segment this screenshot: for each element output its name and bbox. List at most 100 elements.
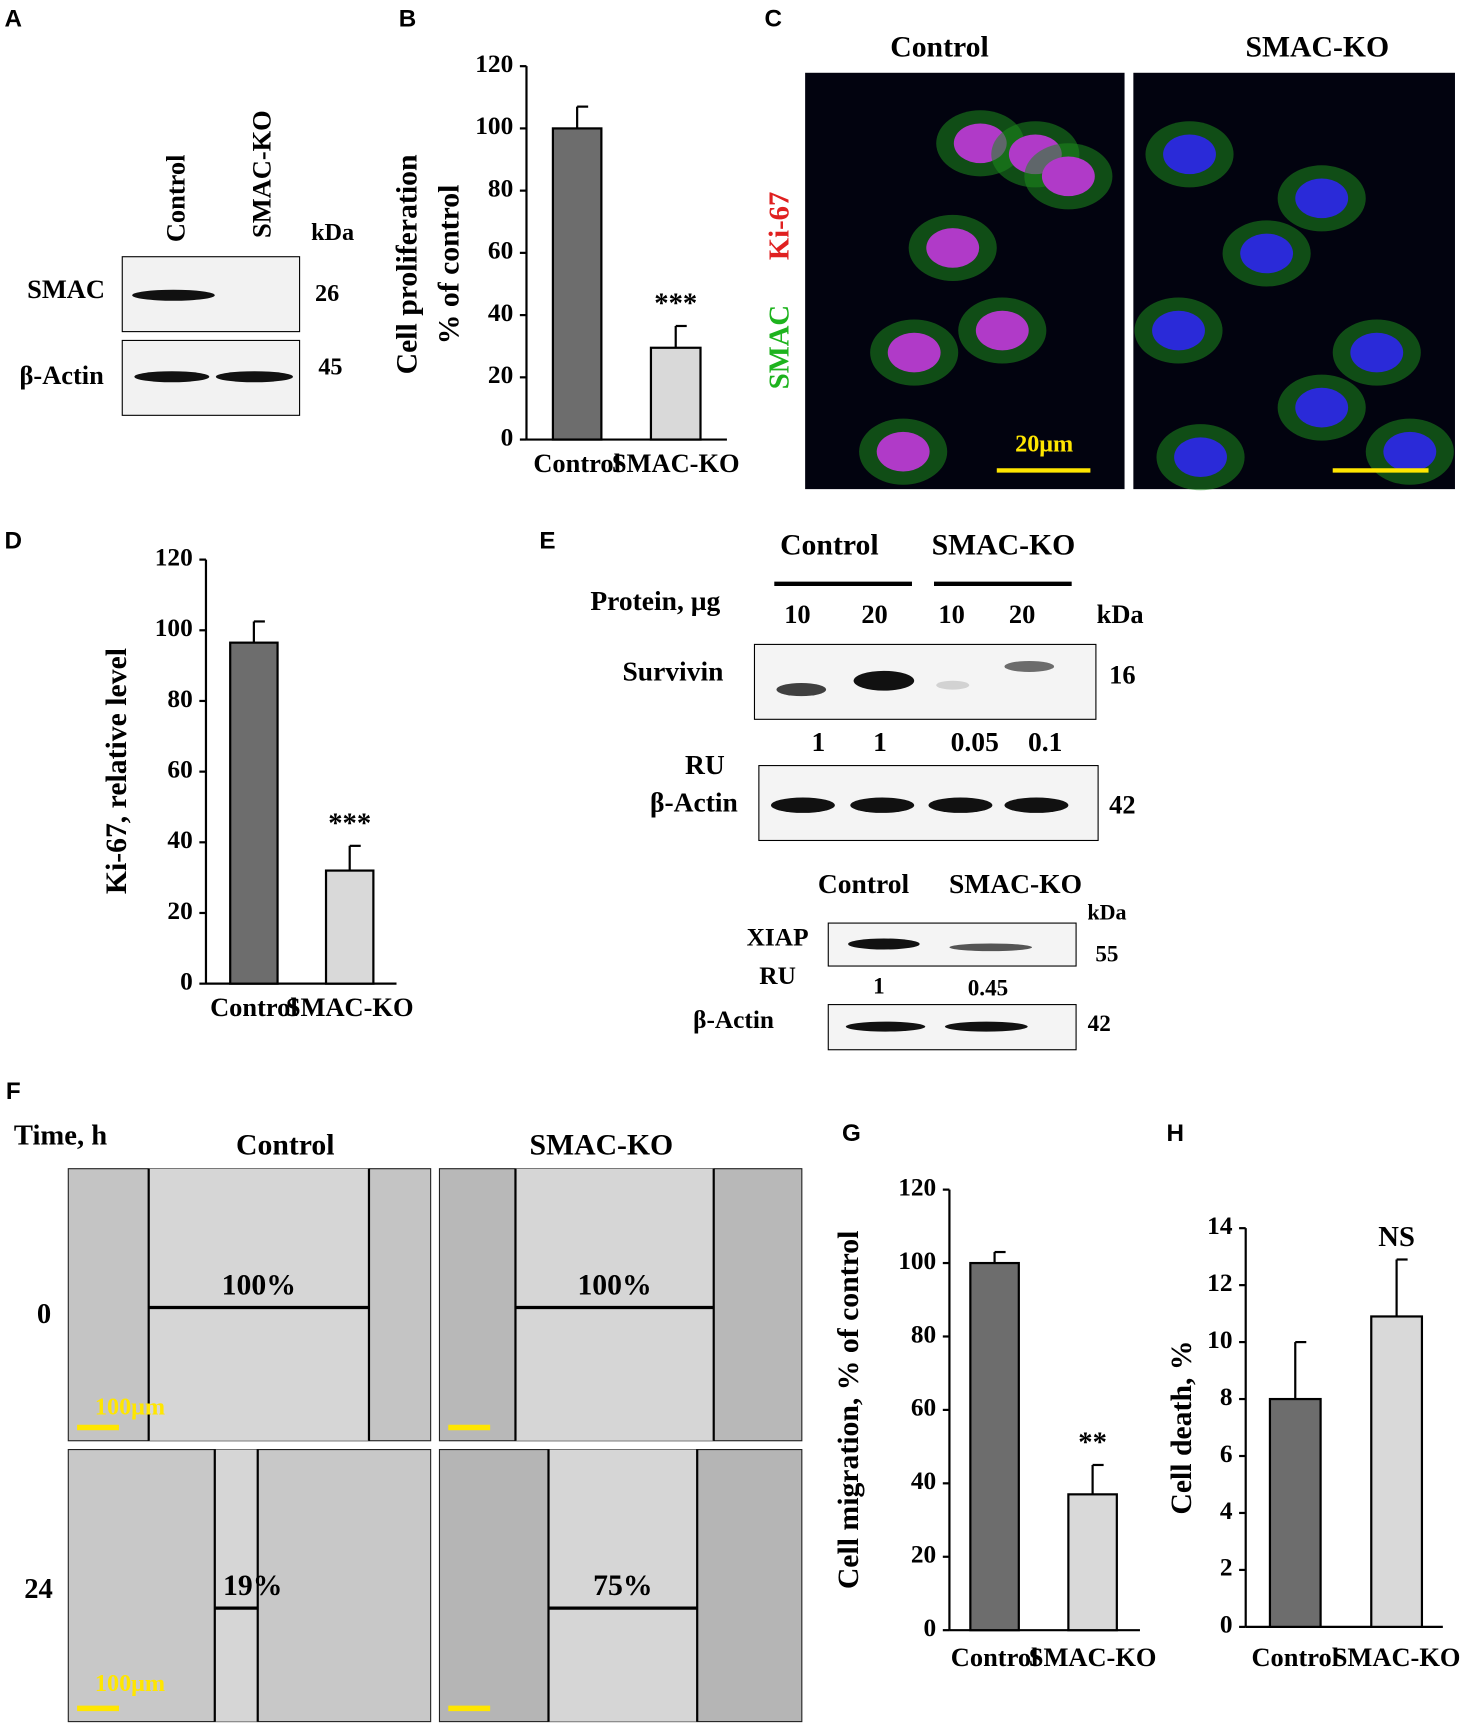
error-bar: [348, 844, 361, 871]
nucleus: [876, 431, 930, 472]
blot: [753, 643, 1097, 720]
band: [1004, 660, 1055, 672]
nucleus: [1152, 310, 1205, 351]
bar: [1067, 1493, 1118, 1632]
label: SMAC-KO: [612, 448, 740, 478]
label: 45: [318, 354, 342, 381]
label: 1: [873, 726, 887, 757]
label: SMAC-KO: [246, 110, 276, 238]
scale-label: 100μm: [95, 1670, 165, 1697]
band: [936, 680, 970, 690]
band: [770, 797, 835, 813]
label: Cell proliferation: [392, 154, 424, 374]
label: Control: [818, 868, 910, 899]
label: SMAC-KO: [932, 529, 1076, 561]
label: 40: [911, 1467, 936, 1495]
band: [853, 670, 915, 691]
band: [928, 797, 993, 813]
error-bar: [993, 1250, 1006, 1264]
label: SMAC-KO: [286, 992, 414, 1022]
label: RU: [759, 962, 796, 990]
nucleus: [1174, 437, 1227, 478]
label: 40: [488, 299, 513, 327]
label: 26: [315, 280, 339, 307]
label: Control: [210, 992, 298, 1022]
bar: [969, 1261, 1020, 1632]
label: 75%: [593, 1570, 652, 1602]
label: β-Actin: [650, 787, 738, 818]
label: **: [1078, 1427, 1107, 1459]
label: 100%: [577, 1269, 651, 1301]
label: 0: [1220, 1611, 1233, 1639]
label: RU: [685, 749, 725, 780]
error-bar: [1294, 1340, 1307, 1400]
label: kDa: [1087, 899, 1126, 924]
label: 0.05: [951, 726, 999, 757]
nucleus: [1295, 387, 1349, 428]
band: [945, 1021, 1028, 1032]
label: SMAC-KO: [1029, 1642, 1157, 1672]
label: 10: [1207, 1326, 1232, 1354]
panel-letter: F: [6, 1078, 21, 1105]
label: 120: [898, 1173, 936, 1201]
label: Cell migration, % of control: [833, 1231, 865, 1590]
label: 60: [488, 237, 513, 265]
bar: [551, 127, 603, 441]
panel-letter: D: [4, 527, 22, 554]
error-bar: [674, 324, 687, 348]
stain-label: Ki-67: [764, 192, 796, 260]
bar: [229, 641, 279, 985]
label: SMAC-KO: [1245, 31, 1389, 63]
error-bar: [1091, 1463, 1104, 1495]
label: 42: [1109, 789, 1135, 819]
label: Control: [236, 1130, 335, 1162]
panel-letter: B: [399, 5, 417, 32]
nucleus: [926, 228, 980, 268]
label: 24: [24, 1573, 53, 1605]
label: 80: [488, 174, 513, 202]
panel-letter: H: [1166, 1120, 1184, 1147]
label: 100: [898, 1247, 936, 1275]
label: 14: [1207, 1212, 1233, 1240]
label: Control: [890, 31, 989, 63]
wound: [548, 1449, 698, 1722]
label: Survivin: [622, 655, 723, 686]
label: 6: [1220, 1440, 1233, 1468]
label: Ki-67, relative level: [101, 648, 133, 894]
label: Cell death, %: [1166, 1340, 1198, 1514]
panel-letter: A: [4, 5, 22, 32]
label: Control: [951, 1642, 1039, 1672]
bar: [649, 346, 702, 441]
label: 20: [911, 1541, 936, 1569]
label: 20: [167, 897, 192, 925]
label: 55: [1095, 941, 1118, 967]
wound: [148, 1168, 369, 1441]
label: SMAC-KO: [530, 1130, 674, 1162]
label: kDa: [311, 219, 354, 246]
label: β-Actin: [693, 1006, 774, 1034]
label: 20: [488, 361, 513, 389]
error-bar: [576, 105, 589, 129]
panel-letter: C: [764, 5, 781, 32]
nucleus: [887, 332, 941, 373]
nucleus: [1041, 156, 1095, 197]
label: 100: [475, 112, 513, 140]
band: [850, 797, 915, 813]
label: 120: [155, 543, 193, 571]
bar: [1268, 1397, 1322, 1628]
label: 0.45: [968, 976, 1008, 1002]
label: 19%: [223, 1570, 282, 1602]
error-bar: [1395, 1258, 1408, 1317]
label: 0: [180, 967, 193, 995]
stain-label: SMAC: [764, 305, 796, 389]
label: β-Actin: [19, 360, 104, 390]
label: 120: [475, 50, 513, 78]
label: 40: [167, 826, 192, 854]
label: Control: [160, 155, 190, 243]
nucleus: [1163, 134, 1216, 175]
label: SMAC: [27, 274, 105, 304]
label: 0: [501, 423, 514, 451]
nucleus: [975, 310, 1029, 351]
band: [1004, 797, 1069, 813]
